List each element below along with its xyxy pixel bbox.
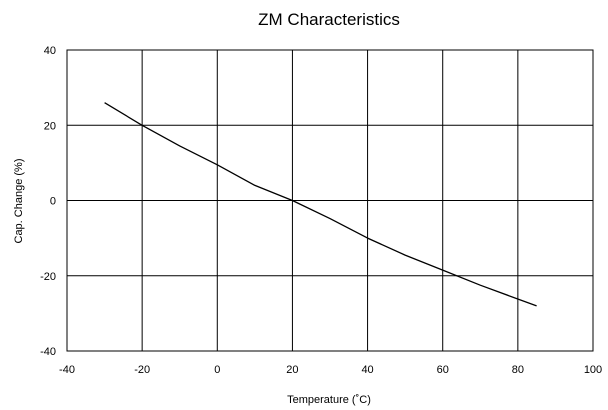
x-tick-label: 100 bbox=[584, 364, 602, 376]
plot-frame bbox=[66, 49, 594, 352]
x-tick-label: 60 bbox=[437, 364, 449, 376]
x-tick-label: -20 bbox=[134, 364, 150, 376]
y-tick-label: -40 bbox=[40, 346, 56, 358]
x-tick-labels: -40 -20 0 20 40 60 80 100 bbox=[59, 364, 602, 376]
series-line bbox=[104, 102, 537, 307]
y-tick-labels: -40 -20 0 20 40 bbox=[40, 45, 56, 358]
series-layer bbox=[104, 102, 537, 307]
grid-layer bbox=[67, 50, 593, 351]
x-tick-label: 20 bbox=[286, 364, 298, 376]
x-tick-label: 80 bbox=[512, 364, 524, 376]
chart-title: ZM Characteristics bbox=[258, 10, 400, 29]
x-tick-label: 0 bbox=[214, 364, 220, 376]
y-axis-label: Cap. Change (%) bbox=[13, 159, 25, 244]
x-tick-label: 40 bbox=[361, 364, 373, 376]
y-tick-label: -20 bbox=[40, 271, 56, 283]
y-tick-label: 20 bbox=[44, 120, 56, 132]
y-tick-label: 0 bbox=[50, 196, 56, 208]
x-tick-label: -40 bbox=[59, 364, 75, 376]
x-axis-label: Temperature (˚C) bbox=[287, 394, 371, 406]
y-tick-label: 40 bbox=[44, 45, 56, 57]
